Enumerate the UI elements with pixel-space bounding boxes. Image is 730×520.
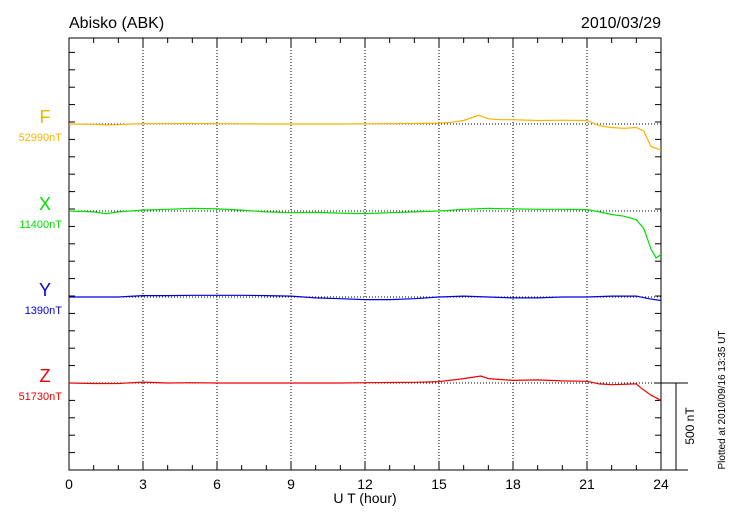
series-baseline-z: 51730nT	[19, 391, 63, 403]
x-tick-label: 3	[139, 476, 147, 492]
series-name-f: F	[40, 107, 51, 127]
series-baseline-f: 52990nT	[19, 132, 63, 144]
series-line-z	[68, 375, 662, 401]
x-axis-label: U T (hour)	[333, 490, 396, 506]
chart-title: Abisko (ABK)	[69, 15, 164, 32]
series-line-f	[68, 114, 662, 151]
x-tick-label: 12	[357, 476, 373, 492]
scale-bar: 500 nT	[661, 382, 697, 471]
plotted-at-footer: Plotted at 2010/09/16 13:35 UT	[717, 331, 728, 470]
series-line-x	[68, 207, 662, 259]
x-tick-label: 6	[213, 476, 221, 492]
x-tick-label: 24	[653, 476, 669, 492]
chart-date: 2010/03/29	[581, 15, 661, 32]
series-baseline-x: 11400nT	[19, 219, 62, 231]
x-tick-label: 9	[287, 476, 295, 492]
scale-bar-label: 500 nT	[683, 407, 697, 445]
series-line-y	[69, 294, 662, 302]
x-tick-label: 15	[431, 476, 447, 492]
x-tick-label: 0	[65, 476, 73, 492]
series-name-z: Z	[40, 366, 51, 386]
x-tick-label: 21	[579, 476, 595, 492]
series-name-x: X	[39, 194, 51, 214]
series-baseline-y: 1390nT	[25, 305, 63, 317]
x-tick-label: 18	[505, 476, 521, 492]
series-name-y: Y	[39, 280, 51, 300]
